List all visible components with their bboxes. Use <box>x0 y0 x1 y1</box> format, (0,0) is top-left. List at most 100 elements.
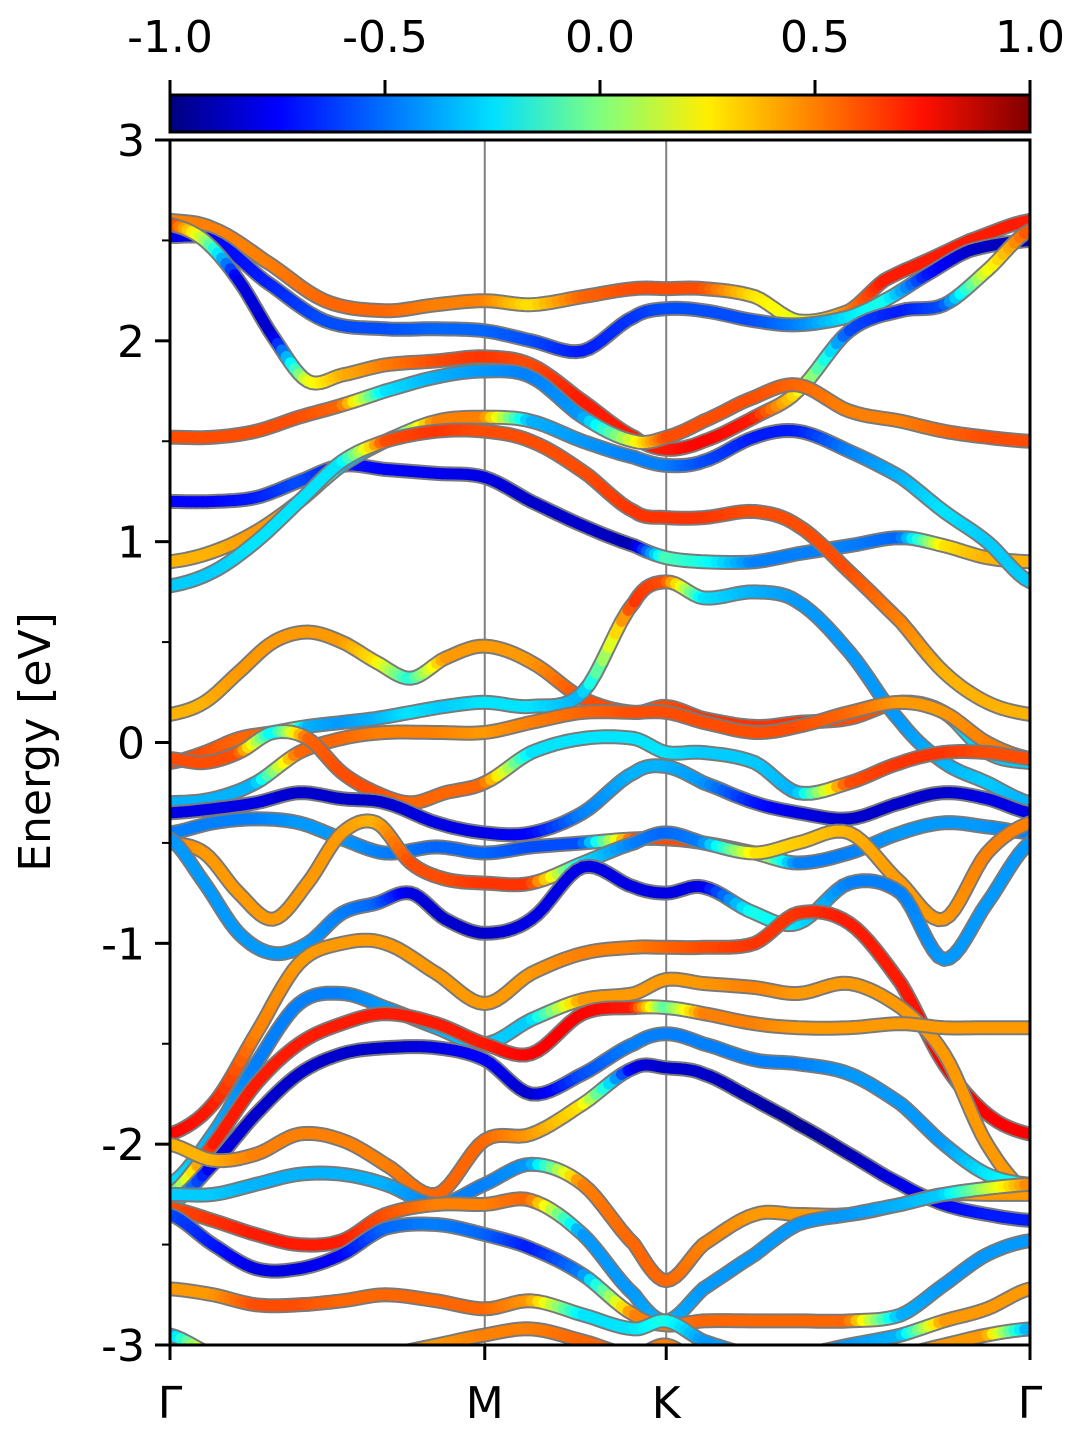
band-segment <box>748 1354 754 1355</box>
band-segment <box>647 1342 660 1345</box>
band-4 <box>170 363 1030 450</box>
band-segment <box>647 1344 654 1345</box>
band-segment <box>331 1362 336 1363</box>
band-segment <box>689 1358 694 1361</box>
band-segment <box>875 1358 881 1359</box>
band-segment <box>856 1360 862 1361</box>
band-segment <box>392 1353 398 1354</box>
band-2 <box>170 228 1030 360</box>
colorbar <box>168 93 1032 134</box>
band-20 <box>170 1057 1030 1228</box>
band-segment <box>843 1361 850 1362</box>
band-segment <box>804 1353 810 1354</box>
band-segment <box>694 1361 699 1364</box>
colorbar-tick-label: -0.5 <box>342 12 428 63</box>
band-25 <box>170 1321 1030 1367</box>
band-24 <box>170 1281 1030 1357</box>
band-segment <box>315 1364 320 1365</box>
band-segment <box>245 1364 250 1365</box>
band-segment <box>912 1352 917 1353</box>
y-axis-label: Energy [eV] <box>10 612 61 872</box>
band-segment <box>817 1364 824 1365</box>
band-segment <box>811 1352 817 1353</box>
band-segment <box>409 1343 422 1345</box>
band-segment <box>735 1351 742 1353</box>
band-segment <box>191 1341 205 1345</box>
band-segment <box>200 1344 204 1345</box>
band-segment <box>628 1354 634 1355</box>
band-segment <box>710 1366 717 1367</box>
band-segment <box>398 1352 405 1353</box>
band-segment <box>326 1362 331 1363</box>
band-segment <box>642 1352 646 1354</box>
band-segment <box>742 1353 749 1354</box>
band-segment <box>798 1354 805 1355</box>
band-segment <box>213 1355 218 1357</box>
band-segment <box>413 1342 429 1345</box>
band-segment <box>229 1360 234 1361</box>
band-segment <box>826 1342 842 1345</box>
x-tick-label: Γ <box>158 1378 183 1429</box>
x-tick-label: M <box>466 1378 504 1429</box>
band-segment <box>347 1360 352 1361</box>
band-segment <box>597 1341 612 1345</box>
band-segment <box>817 1351 824 1352</box>
colorbar-tick-label: 0.5 <box>780 12 850 63</box>
x-tick-label: K <box>652 1378 682 1429</box>
y-tick-label: 3 <box>117 116 145 167</box>
band-segment <box>680 1351 685 1354</box>
band-segment <box>235 1361 240 1362</box>
y-tick-label: 0 <box>117 719 145 770</box>
band-segment <box>622 1353 629 1354</box>
band-11 <box>170 724 1030 811</box>
band-segment <box>337 1361 342 1362</box>
band-segment <box>638 1354 642 1355</box>
band-segment <box>921 1343 932 1345</box>
band-segment <box>369 1357 374 1358</box>
band-14 <box>170 813 1030 928</box>
band-7 <box>170 422 1030 722</box>
band-segment <box>218 1357 223 1359</box>
band-segment <box>717 1341 733 1345</box>
band-segment <box>921 1344 924 1345</box>
band-segment <box>208 1353 213 1355</box>
y-tick-label: -1 <box>101 919 145 970</box>
band-segment <box>353 1359 358 1360</box>
band-segment <box>665 1340 680 1345</box>
band-segment <box>895 1355 901 1356</box>
band-segment <box>760 1356 765 1357</box>
band-segment <box>924 1342 939 1345</box>
y-tick-label: 1 <box>117 518 145 569</box>
y-axis-ticks: -3 -2 -1 0 1 2 3 <box>101 116 170 1372</box>
band-segment <box>787 1356 792 1357</box>
band-5 <box>170 457 1030 570</box>
band-segment <box>831 1340 849 1345</box>
y-tick-label: -2 <box>101 1120 145 1171</box>
band-segment <box>256 1365 261 1366</box>
band-segment <box>823 1343 834 1345</box>
colorbar-tick-label: -1.0 <box>127 12 213 63</box>
band-segment <box>906 1353 911 1354</box>
band-segment <box>792 1355 797 1356</box>
band-18 <box>170 999 1030 1202</box>
y-tick-label: -3 <box>101 1321 145 1372</box>
y-tick-label: 2 <box>117 317 145 368</box>
band-segment <box>240 1363 245 1364</box>
band-segment <box>605 1343 614 1345</box>
band-segment <box>409 1344 413 1345</box>
band-segment <box>342 1360 347 1361</box>
band-segment <box>251 1364 256 1365</box>
band-segment <box>615 1351 621 1353</box>
band-segment <box>901 1354 906 1355</box>
band-segment <box>830 1362 836 1363</box>
band-segment <box>358 1358 363 1359</box>
band-segment <box>725 1343 735 1345</box>
band-12 <box>170 758 1030 843</box>
band-segment <box>364 1358 369 1359</box>
band-segment <box>385 1354 392 1355</box>
band-segment <box>380 1355 385 1356</box>
band-segment <box>224 1359 229 1361</box>
band-segment <box>374 1356 379 1357</box>
